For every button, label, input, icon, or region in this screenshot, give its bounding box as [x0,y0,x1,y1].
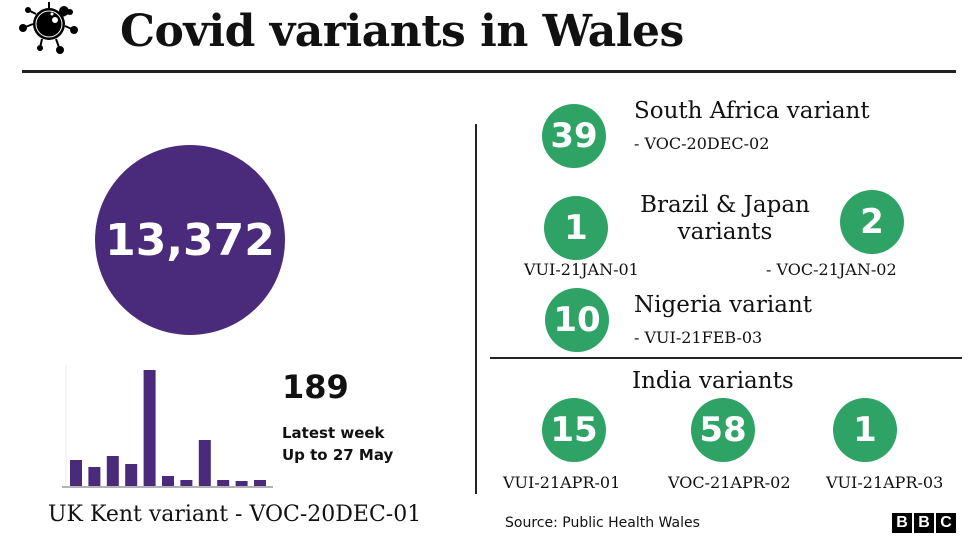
bar [88,467,101,486]
india-divider [490,357,962,359]
brazil-count: 1 [544,196,608,260]
bar [235,481,248,486]
source-note: Source: Public Health Wales [505,515,700,531]
bar [180,480,193,486]
nigeria-name: Nigeria variant [634,292,813,318]
title-divider [22,70,956,73]
india-count-2: 58 [691,398,755,462]
south-africa-name: South Africa variant [634,98,870,124]
bar [217,480,230,486]
date-label: Up to 27 May [282,446,394,464]
india-code-1: VUI-21APR-01 [503,473,621,492]
south-africa-code: - VOC-20DEC-02 [634,134,770,153]
bar [198,440,211,486]
nigeria-code: - VUI-21FEB-03 [634,328,763,347]
brazil-code: VUI-21JAN-01 [524,260,639,279]
page-title: Covid variants in Wales [120,6,684,57]
india-count-3: 1 [833,398,897,462]
south-africa-count: 39 [542,104,606,168]
india-count-1: 15 [542,398,606,462]
bbc-logo-block: B [914,513,934,533]
bar [70,460,82,486]
india-name: India variants [632,368,794,394]
india-code-2: VOC-21APR-02 [668,473,791,492]
virus-icon [19,2,78,54]
bar [162,476,174,486]
kent-total-circle: 13,372 [95,145,285,335]
japan-count: 2 [840,190,904,254]
nigeria-count: 10 [545,288,609,352]
latest-week-label: Latest week [282,424,385,442]
bar [125,464,138,486]
bbc-logo-block: B [892,513,912,533]
bbc-logo-block: C [936,513,956,533]
bar [143,370,156,486]
bar [254,480,266,486]
vertical-divider [475,124,477,494]
kent-latest-count: 189 [282,368,349,406]
kent-weekly-bar-chart [62,365,273,488]
kent-variant-label: UK Kent variant - VOC-20DEC-01 [48,502,422,527]
japan-code: - VOC-21JAN-02 [766,260,897,279]
brazil-japan-name: Brazil & Japan variants [640,192,810,245]
india-code-3: VUI-21APR-03 [826,473,944,492]
bar [106,456,119,486]
